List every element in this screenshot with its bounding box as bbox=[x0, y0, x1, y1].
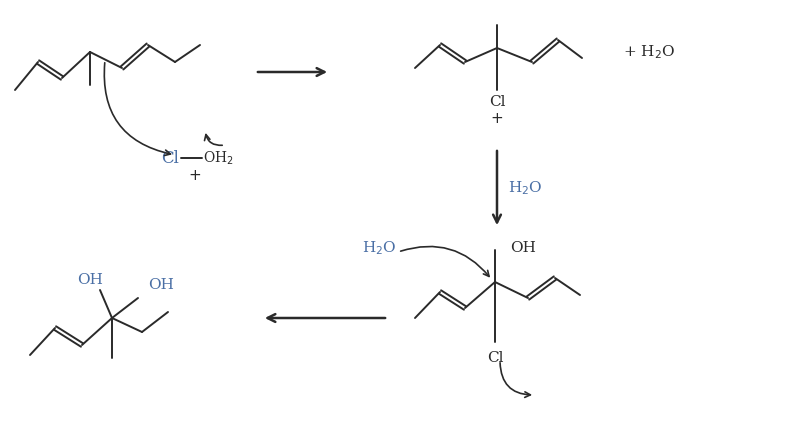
Text: +: + bbox=[491, 110, 503, 126]
Text: +: + bbox=[189, 168, 201, 182]
Text: H$_2$O: H$_2$O bbox=[362, 239, 397, 257]
Text: OH$_2$: OH$_2$ bbox=[202, 149, 233, 167]
Text: OH: OH bbox=[148, 278, 174, 292]
Text: OH: OH bbox=[510, 241, 536, 255]
Text: + H$_2$O: + H$_2$O bbox=[623, 43, 675, 61]
Text: Cl: Cl bbox=[487, 351, 503, 365]
Text: H$_2$O: H$_2$O bbox=[508, 179, 543, 197]
Text: Cl: Cl bbox=[489, 95, 506, 109]
Text: Cl: Cl bbox=[161, 149, 179, 167]
Text: OH: OH bbox=[77, 273, 103, 287]
